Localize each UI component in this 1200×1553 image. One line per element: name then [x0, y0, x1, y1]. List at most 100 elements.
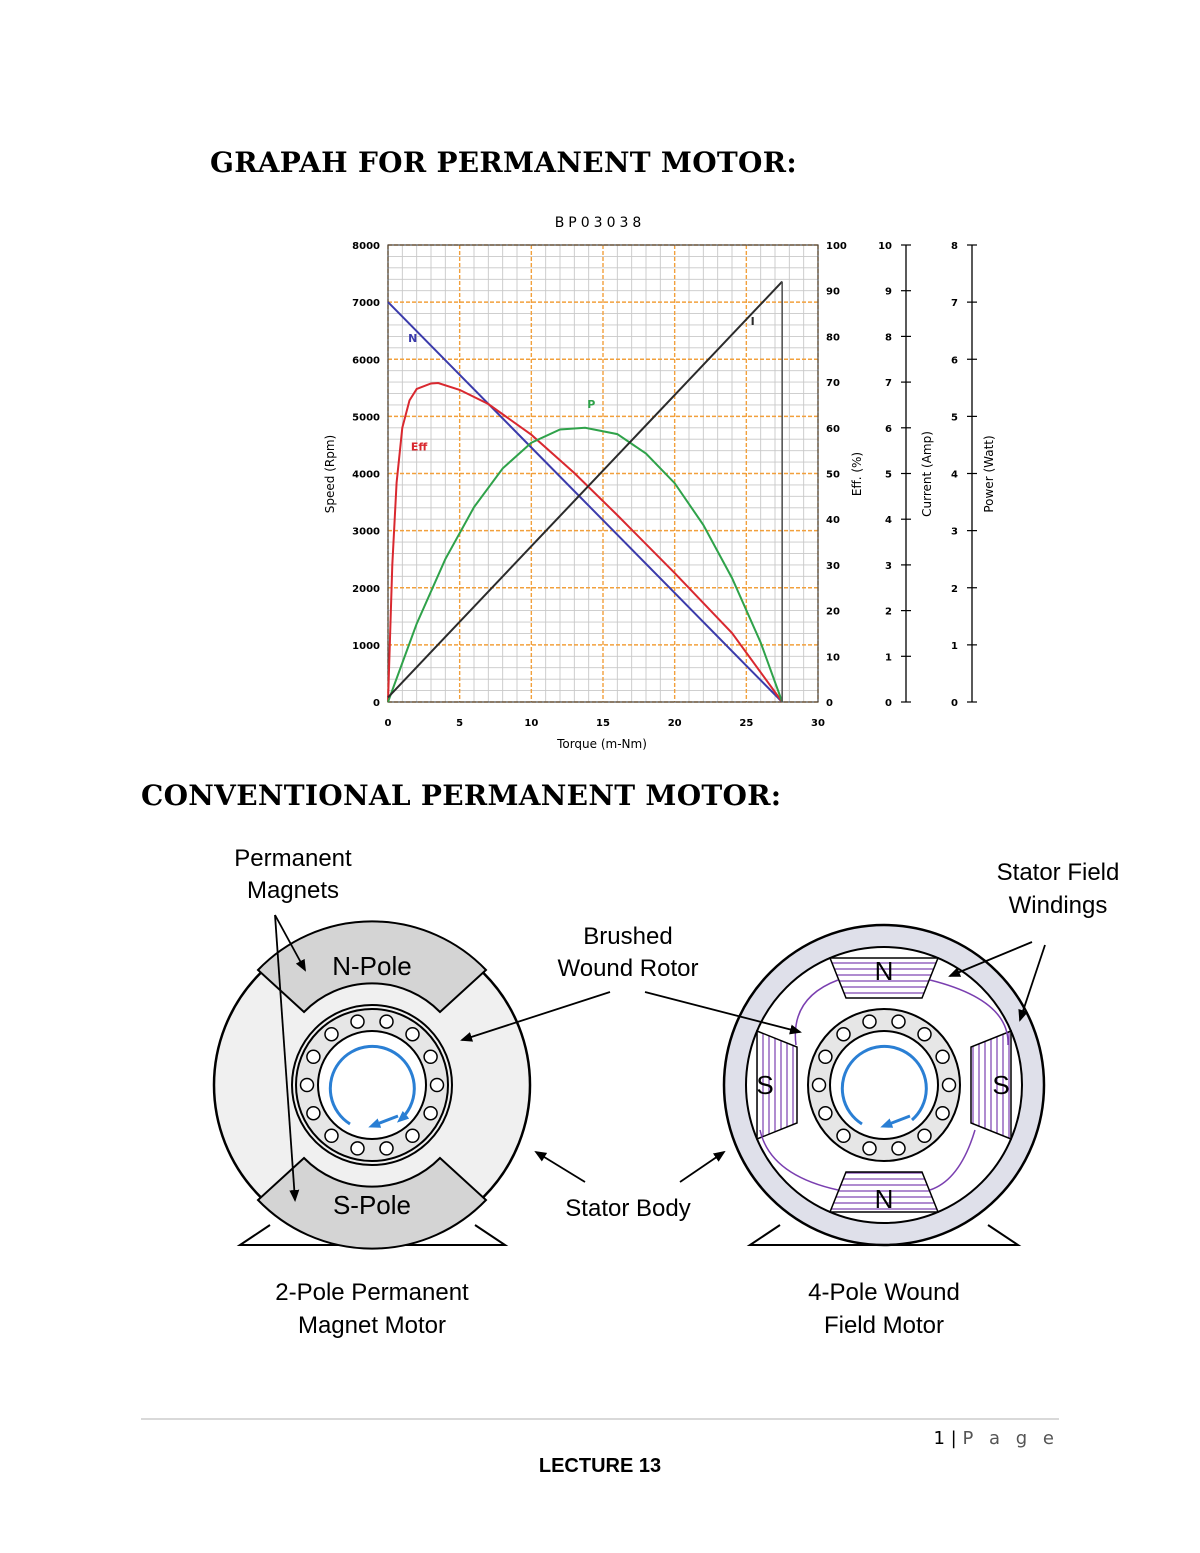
stator-field-windings — [756, 957, 1012, 1213]
page-number: 1 | P a g e — [933, 1428, 1059, 1449]
rotor-slot — [917, 1128, 932, 1144]
current-axis-tick-label: 1 — [885, 652, 892, 663]
series-label-n: N — [408, 332, 417, 345]
south-pole-label: S-Pole — [333, 1190, 411, 1220]
efficiency-tick-label: 50 — [826, 470, 840, 481]
chart-y-axis-label: Speed (Rpm) — [323, 435, 337, 513]
current-axis-tick-label: 8 — [885, 332, 892, 343]
rotor-slot — [423, 1105, 438, 1121]
label-permanent-magnets-1: Permanent — [234, 845, 352, 872]
left-rotor-slots — [299, 1014, 445, 1156]
current-axis-tick-label: 3 — [885, 561, 892, 572]
series-line-eff — [387, 381, 784, 703]
four-pole-motor: N S S N — [722, 923, 1046, 1247]
power-axis-tick-label: 7 — [951, 298, 958, 309]
label-stator-windings-2: Windings — [1009, 892, 1108, 919]
rotor-slot — [423, 1049, 438, 1065]
rotor-slot — [935, 1105, 950, 1121]
rotor-slot — [429, 1077, 445, 1093]
series-label-i: I — [751, 315, 755, 328]
rotor-slot — [306, 1105, 321, 1121]
rotor-slot — [405, 1026, 420, 1042]
rotor-slot — [862, 1014, 877, 1029]
right-caption-2: Field Motor — [824, 1312, 944, 1339]
right-rotation-arrow — [840, 1044, 928, 1126]
x-tick-label: 10 — [524, 718, 538, 729]
rotor-slot — [350, 1141, 365, 1156]
efficiency-tick-label: 20 — [826, 607, 840, 618]
current-axis-tick-label: 4 — [885, 515, 892, 526]
series-label-eff: Eff — [411, 441, 428, 454]
y-tick-label: 1000 — [352, 641, 380, 652]
efficiency-axis-label: Eff. (%) — [850, 452, 864, 496]
north-pole-label: N-Pole — [332, 951, 411, 981]
current-axis-label: Current (Amp) — [920, 431, 934, 517]
rotor-slot — [405, 1128, 420, 1144]
series-line-p — [387, 426, 784, 703]
y-tick-label: 4000 — [352, 470, 380, 481]
x-tick-label: 25 — [739, 718, 753, 729]
power-axis-tick-label: 1 — [951, 641, 958, 652]
page-number-value: 1 — [933, 1428, 945, 1449]
rotor-slot — [917, 1026, 932, 1042]
efficiency-tick-label: 30 — [826, 561, 840, 572]
x-tick-label: 20 — [668, 718, 682, 729]
x-tick-label: 30 — [811, 718, 825, 729]
y-tick-label: 7000 — [352, 298, 380, 309]
rotor-slot — [862, 1141, 877, 1156]
series-label-p: P — [587, 398, 595, 411]
right-rotor-slots — [811, 1014, 957, 1156]
x-tick-label: 5 — [456, 718, 463, 729]
chart-axes — [387, 244, 977, 703]
rotor-slot — [818, 1105, 833, 1121]
rotor-slot — [379, 1141, 394, 1156]
right-pole-n-bottom: N — [875, 1184, 894, 1214]
y-tick-label: 5000 — [352, 412, 380, 423]
north-pole-magnet — [256, 920, 488, 1014]
right-pole-s-left: S — [756, 1070, 773, 1100]
rotor-slot — [818, 1049, 833, 1065]
rotor-slot — [941, 1077, 957, 1093]
rotor-slot — [324, 1128, 339, 1144]
rotor-slot — [379, 1014, 394, 1029]
right-pole-n-top: N — [875, 956, 894, 986]
rotor-slot — [836, 1026, 851, 1042]
label-permanent-magnets-2: Magnets — [247, 877, 339, 904]
efficiency-tick-label: 60 — [826, 424, 840, 435]
rotor-slot — [350, 1014, 365, 1029]
label-brushed-rotor-1: Brushed — [583, 923, 672, 950]
graph-heading: GRAPAH FOR PERMANENT MOTOR: — [210, 146, 797, 179]
y-tick-label: 6000 — [352, 355, 380, 366]
y-tick-label: 3000 — [352, 527, 380, 538]
efficiency-tick-label: 40 — [826, 515, 840, 526]
left-caption-1: 2-Pole Permanent — [275, 1279, 469, 1306]
power-axis-tick-label: 4 — [951, 470, 958, 481]
efficiency-tick-label: 10 — [826, 652, 840, 663]
footer-divider — [141, 1418, 1059, 1420]
chart-x-axis-label: Torque (m-Nm) — [556, 737, 647, 750]
page-word: P a g e — [962, 1428, 1059, 1449]
efficiency-tick-label: 80 — [826, 332, 840, 343]
left-rotation-arrow — [328, 1044, 416, 1126]
efficiency-tick-label: 0 — [826, 698, 833, 709]
right-pole-s-right: S — [992, 1070, 1009, 1100]
power-axis-tick-label: 3 — [951, 527, 958, 538]
current-axis-tick-label: 7 — [885, 378, 892, 389]
y-tick-label: 8000 — [352, 241, 380, 252]
label-stator-windings-1: Stator Field — [997, 859, 1120, 886]
current-axis-tick-label: 0 — [885, 698, 892, 709]
rotor-slot — [306, 1049, 321, 1065]
current-axis-tick-label: 9 — [885, 287, 892, 298]
label-brushed-rotor-2: Wound Rotor — [558, 955, 699, 982]
power-axis-tick-label: 8 — [951, 241, 958, 252]
motor-diagram: N-Pole S-Pole N S S N Per — [212, 845, 1120, 1339]
chart-series-layer: N Eff P I — [387, 280, 784, 703]
power-axis-tick-label: 2 — [951, 584, 958, 595]
power-axis-tick-label: 6 — [951, 355, 958, 366]
rotor-slot — [811, 1077, 827, 1093]
efficiency-tick-label: 100 — [826, 241, 847, 252]
rotor-slot — [836, 1128, 851, 1144]
power-axis-tick-label: 5 — [951, 412, 958, 423]
series-line-n — [387, 301, 783, 703]
